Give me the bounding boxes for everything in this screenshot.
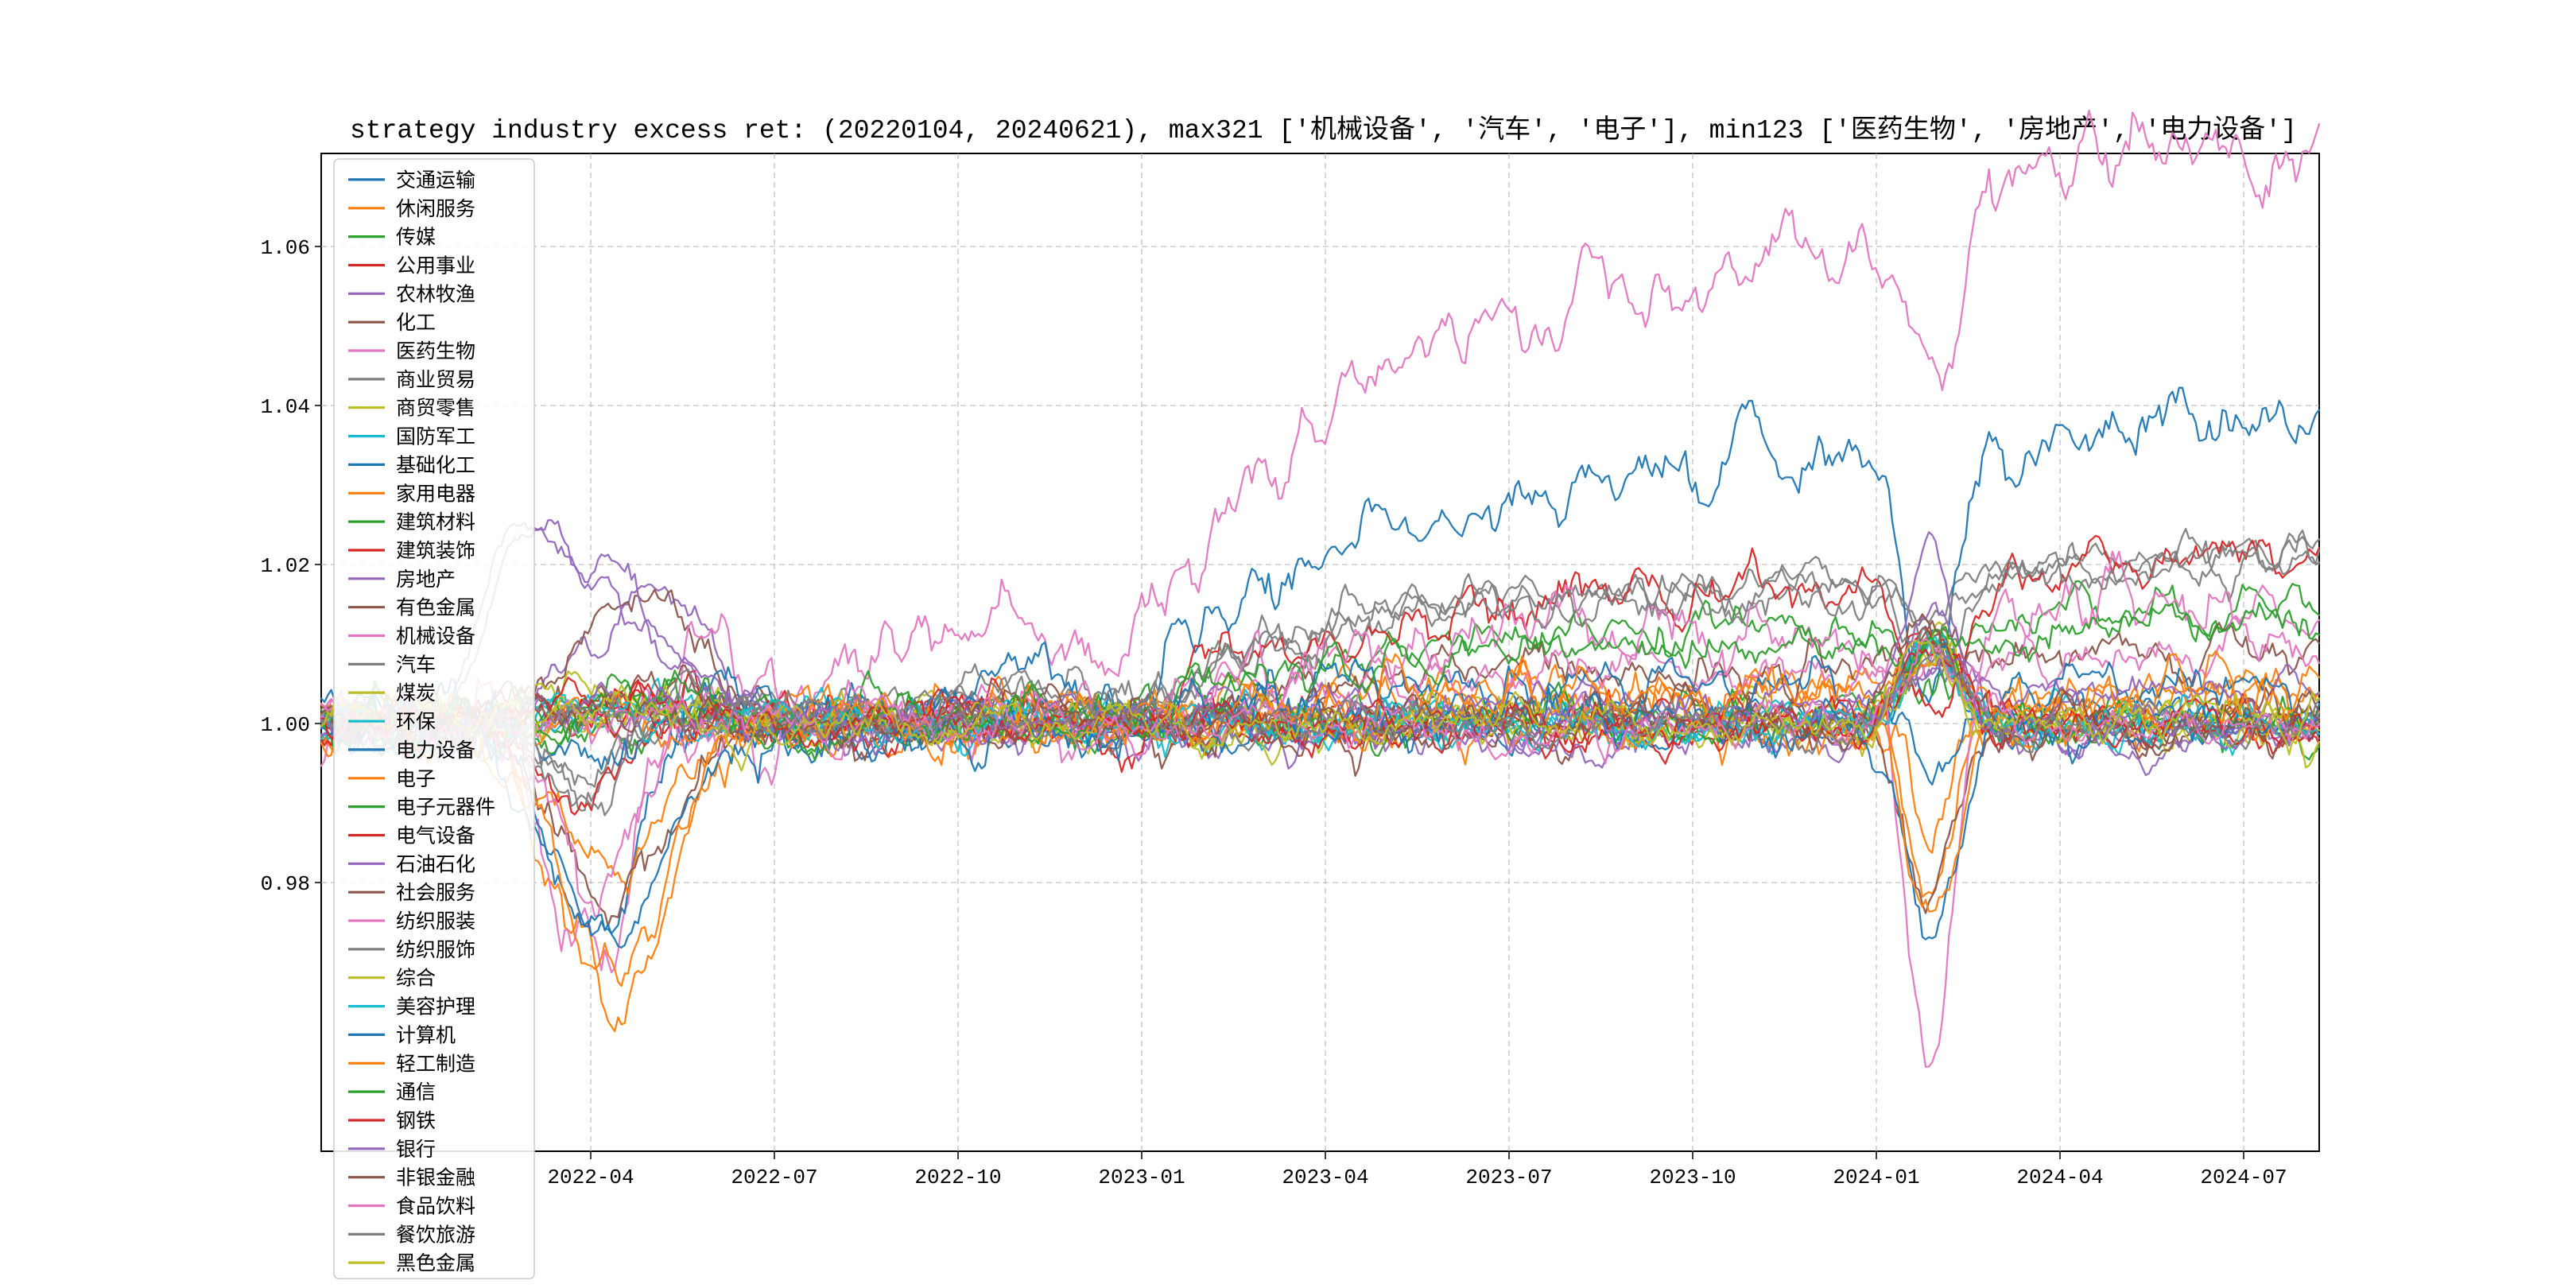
- svg-text:建筑材料: 建筑材料: [396, 511, 475, 533]
- svg-text:纺织服饰: 纺织服饰: [396, 939, 475, 961]
- svg-text:餐饮旅游: 餐饮旅游: [396, 1224, 475, 1246]
- svg-text:煤炭: 煤炭: [396, 682, 436, 704]
- svg-text:1.06: 1.06: [261, 236, 310, 260]
- svg-text:建筑装饰: 建筑装饰: [396, 540, 475, 562]
- svg-text:石油石化: 石油石化: [396, 853, 475, 875]
- svg-text:1.00: 1.00: [261, 713, 310, 737]
- svg-text:社会服务: 社会服务: [396, 882, 475, 904]
- svg-text:钢铁: 钢铁: [396, 1110, 436, 1132]
- svg-text:2023-07: 2023-07: [1465, 1166, 1552, 1189]
- svg-text:轻工制造: 轻工制造: [396, 1053, 475, 1075]
- svg-text:有色金属: 有色金属: [396, 597, 475, 619]
- svg-text:美容护理: 美容护理: [396, 996, 475, 1018]
- svg-text:农林牧渔: 农林牧渔: [396, 283, 475, 305]
- svg-text:商贸零售: 商贸零售: [396, 398, 475, 420]
- svg-text:通信: 通信: [396, 1081, 436, 1104]
- svg-text:2022-10: 2022-10: [914, 1166, 1001, 1189]
- svg-text:电子: 电子: [396, 768, 436, 790]
- svg-text:0.98: 0.98: [261, 872, 310, 896]
- svg-text:交通运输: 交通运输: [396, 169, 475, 192]
- svg-text:综合: 综合: [396, 968, 436, 990]
- svg-text:机械设备: 机械设备: [396, 626, 475, 648]
- svg-text:2024-01: 2024-01: [1833, 1166, 1919, 1189]
- svg-text:食品饮料: 食品饮料: [396, 1196, 475, 1218]
- svg-text:电子元器件: 电子元器件: [396, 797, 495, 819]
- svg-text:计算机: 计算机: [396, 1024, 456, 1046]
- svg-text:家用电器: 家用电器: [396, 483, 475, 505]
- svg-text:国防军工: 国防军工: [396, 426, 475, 448]
- svg-text:医药生物: 医药生物: [396, 340, 475, 363]
- svg-text:银行: 银行: [396, 1139, 436, 1161]
- svg-text:2023-01: 2023-01: [1098, 1166, 1185, 1189]
- svg-text:电气设备: 电气设备: [396, 825, 475, 848]
- svg-text:1.02: 1.02: [261, 554, 310, 578]
- svg-text:基础化工: 基础化工: [396, 454, 475, 476]
- svg-text:2022-07: 2022-07: [731, 1166, 817, 1189]
- svg-text:化工: 化工: [396, 312, 436, 334]
- svg-text:1.04: 1.04: [261, 395, 310, 419]
- svg-text:2024-04: 2024-04: [2016, 1166, 2103, 1189]
- svg-text:黑色金属: 黑色金属: [396, 1252, 475, 1274]
- svg-text:纺织服装: 纺织服装: [396, 910, 475, 933]
- svg-text:2022-04: 2022-04: [547, 1166, 634, 1189]
- svg-text:传媒: 传媒: [396, 227, 436, 249]
- svg-text:房地产: 房地产: [396, 568, 456, 591]
- svg-text:汽车: 汽车: [396, 654, 436, 676]
- svg-text:休闲服务: 休闲服务: [396, 198, 475, 220]
- svg-text:2023-10: 2023-10: [1649, 1166, 1736, 1189]
- svg-text:公用事业: 公用事业: [396, 255, 475, 277]
- svg-text:非银金融: 非银金融: [396, 1167, 475, 1189]
- svg-text:2023-04: 2023-04: [1282, 1166, 1368, 1189]
- svg-text:商业贸易: 商业贸易: [396, 369, 475, 391]
- svg-text:电力设备: 电力设备: [396, 739, 475, 762]
- svg-text:环保: 环保: [396, 711, 436, 733]
- svg-text:2024-07: 2024-07: [2200, 1166, 2287, 1189]
